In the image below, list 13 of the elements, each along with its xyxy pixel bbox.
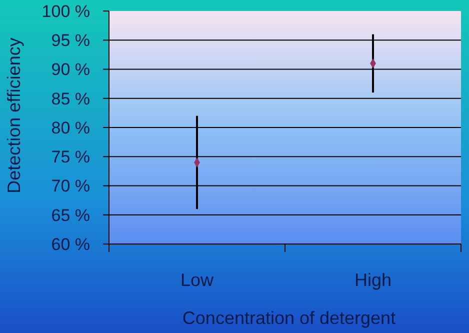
y-axis-title: Detection efficiency bbox=[4, 38, 24, 194]
y-tick-label: 70 % bbox=[51, 176, 90, 196]
y-tick-label: 80 % bbox=[51, 118, 90, 138]
y-tick-label: 95 % bbox=[51, 31, 90, 50]
y-tick-label: 85 % bbox=[51, 89, 90, 108]
y-tick-label: 60 % bbox=[51, 234, 90, 254]
y-tick-label: 75 % bbox=[51, 148, 90, 167]
x-tick-label: High bbox=[354, 270, 392, 290]
y-tick-label: 100 % bbox=[42, 2, 90, 21]
y-tick-label: 90 % bbox=[51, 60, 90, 80]
x-axis-title: Concentration of detergent bbox=[182, 308, 396, 328]
y-tick-label: 65 % bbox=[51, 206, 90, 225]
x-tick-label: Low bbox=[180, 270, 215, 290]
